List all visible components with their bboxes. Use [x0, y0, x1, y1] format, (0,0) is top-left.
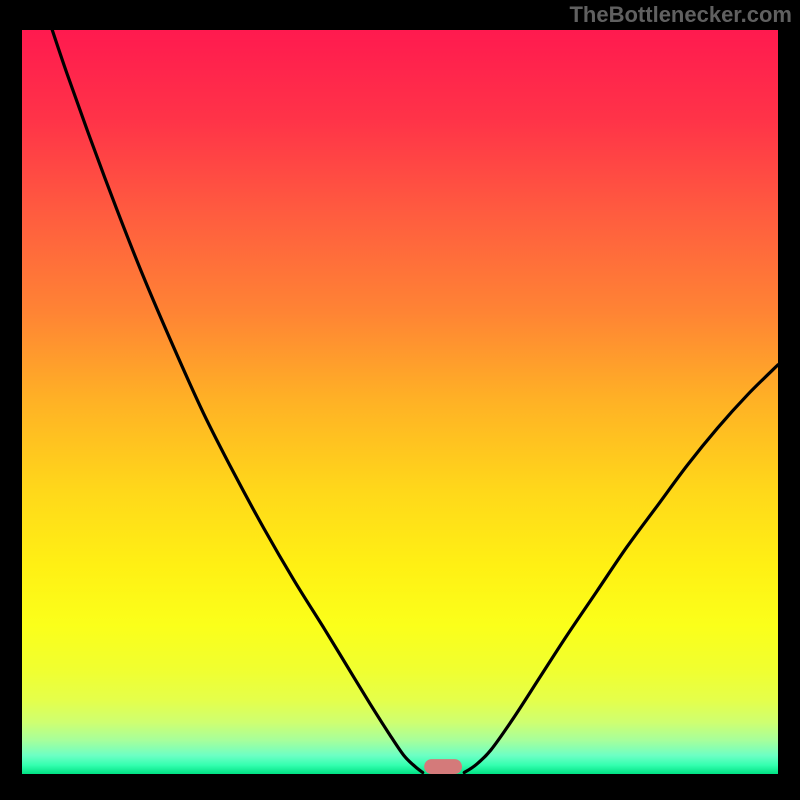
gradient-background: [22, 30, 778, 774]
optimal-marker: [424, 759, 462, 774]
plot-area: [22, 30, 778, 774]
bottleneck-chart: [22, 30, 778, 774]
watermark-text: TheBottlenecker.com: [569, 2, 792, 28]
chart-frame: TheBottlenecker.com: [0, 0, 800, 800]
